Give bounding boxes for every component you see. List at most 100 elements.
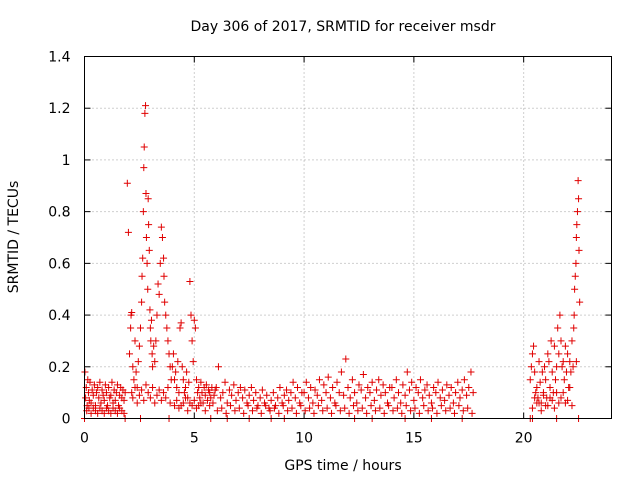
data-point [561, 399, 569, 407]
data-point [180, 389, 188, 397]
data-point [196, 394, 204, 402]
y-tick-label: 1 [62, 153, 71, 169]
y-tick-label: 0.6 [48, 256, 70, 272]
data-point [568, 402, 576, 410]
data-point [86, 378, 94, 386]
data-point [146, 306, 154, 314]
data-point [553, 389, 561, 397]
data-point [430, 383, 438, 391]
data-point [454, 378, 462, 386]
y-tick-label: 0 [62, 412, 71, 428]
data-point [375, 376, 383, 384]
data-point [132, 368, 140, 376]
data-point [267, 396, 275, 404]
data-point [469, 389, 477, 397]
data-point [402, 402, 410, 410]
x-tick-label: 5 [190, 431, 199, 447]
data-point [341, 404, 349, 412]
data-point [548, 368, 556, 376]
data-point [131, 383, 139, 391]
data-point [575, 195, 583, 203]
data-point [151, 358, 159, 366]
data-point [455, 402, 463, 410]
data-point [94, 383, 102, 391]
data-point [398, 409, 406, 417]
data-point [395, 389, 403, 397]
data-point [289, 378, 297, 386]
data-point [401, 391, 409, 399]
data-point [173, 396, 181, 404]
data-point [468, 409, 476, 417]
data-point [189, 358, 197, 366]
data-point [234, 389, 242, 397]
data-point [552, 376, 560, 384]
data-point [250, 396, 258, 404]
data-point [559, 358, 567, 366]
data-point [345, 409, 353, 417]
data-point [574, 177, 582, 185]
data-point [385, 402, 393, 410]
data-point [186, 277, 194, 285]
data-point [366, 389, 374, 397]
data-point [87, 409, 95, 417]
data-point [335, 389, 343, 397]
data-point [557, 337, 565, 345]
data-point [162, 311, 170, 319]
data-point [145, 221, 153, 229]
data-point [572, 358, 580, 366]
data-point [94, 409, 102, 417]
data-point [318, 396, 326, 404]
data-point [201, 407, 209, 415]
data-point [120, 396, 128, 404]
data-point [105, 383, 113, 391]
data-point [108, 378, 116, 386]
data-point [558, 363, 566, 371]
data-point [373, 386, 381, 394]
data-point [354, 407, 362, 415]
data-point [128, 308, 136, 316]
y-tick-label: 0.8 [48, 205, 70, 221]
data-point [443, 381, 451, 389]
data-point [283, 386, 291, 394]
data-point [235, 404, 243, 412]
data-point [124, 228, 132, 236]
data-point [293, 383, 301, 391]
data-point [210, 391, 218, 399]
data-point [171, 402, 179, 410]
data-point [362, 394, 370, 402]
data-point [151, 399, 159, 407]
data-point [133, 399, 141, 407]
data-point [197, 378, 205, 386]
data-point [156, 259, 164, 267]
data-point [222, 409, 230, 417]
data-point [141, 109, 149, 117]
data-point [256, 394, 264, 402]
data-point [419, 394, 427, 402]
data-point [309, 399, 317, 407]
data-point [157, 396, 165, 404]
data-point [174, 358, 182, 366]
data-point [528, 350, 536, 358]
data-point [107, 409, 115, 417]
data-point [326, 394, 334, 402]
data-point [153, 311, 161, 319]
y-tick-label: 0.4 [48, 308, 70, 324]
data-point [129, 363, 137, 371]
data-point [239, 394, 247, 402]
data-point [367, 402, 375, 410]
data-point [292, 409, 300, 417]
data-point [364, 383, 372, 391]
data-point [425, 391, 433, 399]
data-point [410, 396, 418, 404]
data-point [302, 378, 310, 386]
data-point [212, 383, 220, 391]
data-point [84, 389, 92, 397]
x-tick-label: 10 [295, 431, 313, 447]
data-point [168, 363, 176, 371]
data-point [442, 407, 450, 415]
data-point [348, 376, 356, 384]
data-point [423, 381, 431, 389]
data-point [149, 363, 157, 371]
data-point [138, 386, 146, 394]
data-point [135, 391, 143, 399]
